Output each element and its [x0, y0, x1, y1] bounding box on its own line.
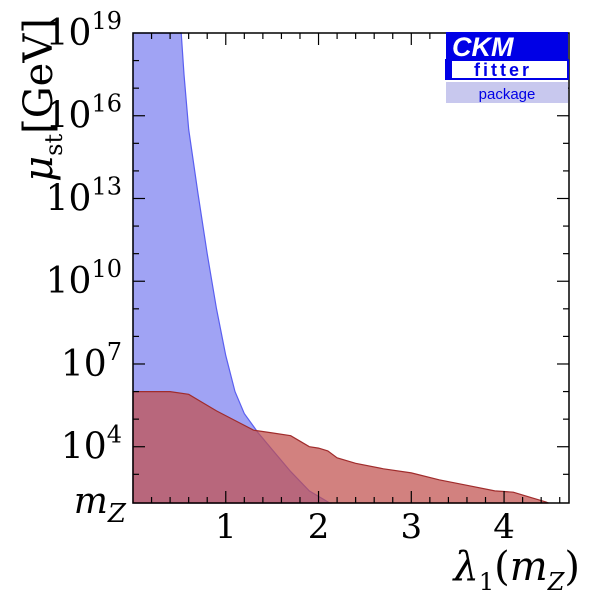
y-tick-label: 107	[61, 338, 122, 385]
y-tick-label: 1010	[46, 255, 122, 302]
region-2	[132, 391, 549, 504]
x-tick-label: 2	[308, 507, 330, 547]
y-axis-label: μst[GeV]	[16, 18, 68, 182]
plot-frame	[132, 32, 570, 504]
logo-package-box	[446, 82, 568, 103]
x-tick-label: 3	[400, 507, 422, 547]
y-tick-label: 1016	[46, 90, 122, 137]
ckmfitter-logo: CKM fitter package	[445, 32, 569, 103]
svg-text:μst[GeV]: μst[GeV]	[16, 18, 68, 182]
x-tick-label: 4	[493, 507, 515, 547]
y-tick-label: 1019	[46, 7, 122, 54]
logo-fitter-text: fitter	[474, 60, 532, 80]
y-tick-label: 1013	[46, 172, 122, 219]
logo-ckm-text: CKM	[452, 32, 514, 62]
tick-labels-layer: 1 2 3 4 mZ 104 107 1010 1013 1016 1019	[46, 7, 515, 547]
logo-mid-stub	[446, 60, 452, 79]
logo-top-bar	[446, 32, 568, 60]
regions-layer	[132, 32, 549, 504]
svg-text:λ1(mZ): λ1(mZ)	[452, 544, 580, 596]
y-tick-label: mZ	[74, 481, 127, 529]
logo-package-text: package	[479, 86, 536, 103]
x-axis-label: λ1(mZ)	[452, 544, 580, 596]
y-tick-label: 104	[61, 421, 122, 468]
x-tick-label: 1	[215, 507, 237, 547]
